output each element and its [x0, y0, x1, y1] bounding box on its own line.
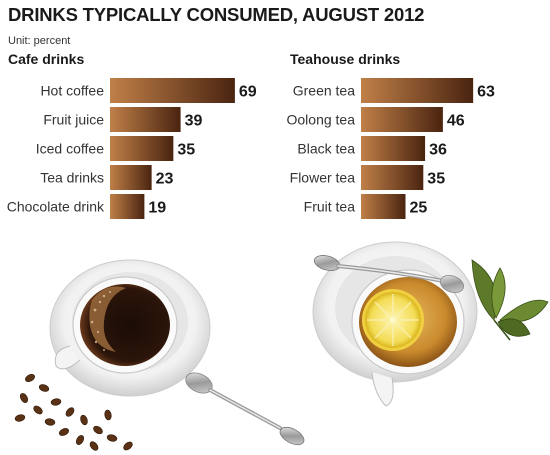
- chart-title: DRINKS TYPICALLY CONSUMED, AUGUST 2012: [8, 4, 425, 25]
- tea-category-label: Oolong tea: [287, 112, 356, 128]
- cafe-bar: [110, 78, 235, 103]
- cafe-value-label: 23: [156, 171, 174, 188]
- tea-category-label: Black tea: [297, 141, 355, 157]
- tea-bar: [361, 194, 406, 219]
- tea-value-label: 25: [410, 200, 428, 217]
- teahouse-bar-chart: Green tea 63 Oolong tea 46 Black tea 36 Flower…: [287, 78, 495, 219]
- cafe-category-label: Chocolate drink: [7, 199, 105, 215]
- teahouse-panel-title: Teahouse drinks: [290, 51, 401, 67]
- tea-bar: [361, 107, 443, 132]
- cafe-bar: [110, 136, 174, 161]
- cafe-category-label: Iced coffee: [36, 141, 104, 157]
- unit-label: Unit: percent: [8, 35, 71, 47]
- cafe-value-label: 39: [185, 113, 203, 130]
- coffee-beans: [14, 373, 133, 451]
- tea-category-label: Flower tea: [290, 170, 356, 186]
- cafe-bar: [110, 165, 152, 190]
- cafe-bar: [110, 194, 145, 219]
- cafe-value-label: 69: [239, 84, 257, 101]
- cafe-category-label: Hot coffee: [40, 83, 104, 99]
- cafe-panel-title: Cafe drinks: [8, 51, 85, 67]
- tea-value-label: 35: [427, 171, 445, 188]
- tea-bar: [361, 165, 424, 190]
- cafe-bar-chart: Hot coffee 69 Fruit juice 39 Iced coffee 35 Te…: [7, 78, 257, 219]
- cafe-category-label: Fruit juice: [43, 112, 104, 128]
- tea-value-label: 63: [477, 84, 495, 101]
- cafe-value-label: 35: [177, 142, 195, 159]
- tea-category-label: Green tea: [293, 83, 355, 99]
- tea-leaves: [471, 259, 549, 341]
- cafe-bar: [110, 107, 181, 132]
- tea-category-label: Fruit tea: [304, 199, 356, 215]
- tea-value-label: 46: [447, 113, 465, 130]
- cafe-value-label: 19: [148, 200, 166, 217]
- tea-bar: [361, 136, 426, 161]
- tea-value-label: 36: [429, 142, 447, 159]
- cafe-category-label: Tea drinks: [40, 170, 104, 186]
- tea-bar: [361, 78, 474, 103]
